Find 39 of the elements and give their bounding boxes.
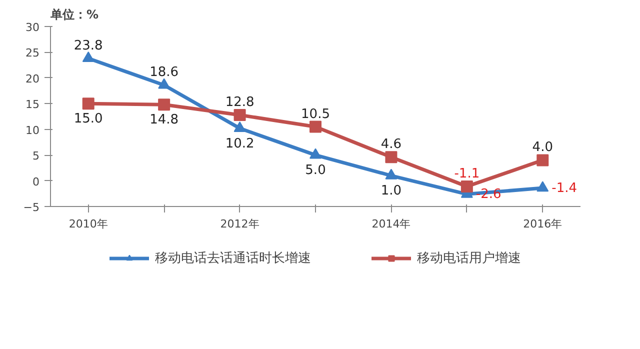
point: [460, 180, 473, 192]
data-label: 15.0: [74, 112, 103, 127]
data-label: 14.8: [150, 112, 179, 128]
point: [158, 98, 170, 111]
y-tick-label: 5: [32, 150, 40, 163]
data-label: 10.2: [225, 136, 254, 152]
y-tick-label: 25: [26, 46, 40, 60]
data-label: 1.0: [380, 184, 402, 199]
data-label: 10.5: [301, 106, 330, 122]
point: [536, 181, 549, 192]
data-label: 18.6: [150, 65, 179, 80]
data-label: -1.4: [552, 180, 578, 196]
x-tick-label: 2014年: [372, 218, 411, 230]
data-label: 12.8: [225, 94, 254, 110]
point: [234, 121, 246, 132]
legend-label: 移动电话用户增速: [417, 250, 521, 267]
y-axis-title: 单位：%: [50, 8, 99, 22]
data-label: 4.6: [380, 137, 402, 152]
point: [310, 120, 322, 133]
x-tick-label: 2016年: [523, 218, 562, 230]
point: [536, 154, 549, 166]
data-label: -1.1: [454, 166, 480, 182]
y-tick-label: 20: [26, 72, 40, 86]
x-tick-label: 2012年: [220, 218, 260, 230]
point: [385, 151, 398, 164]
point: [82, 98, 94, 110]
data-label: 4.0: [532, 140, 553, 156]
y-tick-label: −5: [23, 201, 40, 214]
data-label: 23.8: [74, 38, 103, 54]
point: [234, 108, 246, 121]
y-tick-label: 10: [26, 124, 40, 137]
y-tick-label: 30: [26, 21, 40, 34]
legend-label: 移动电话去话通话时长增速: [155, 250, 311, 267]
data-label: 5.0: [305, 163, 326, 178]
x-tick-label: 2010年: [68, 218, 108, 230]
point: [385, 168, 398, 180]
y-tick-label: 15: [26, 98, 40, 112]
point: [310, 148, 322, 159]
y-tick-label: 0: [32, 175, 40, 188]
